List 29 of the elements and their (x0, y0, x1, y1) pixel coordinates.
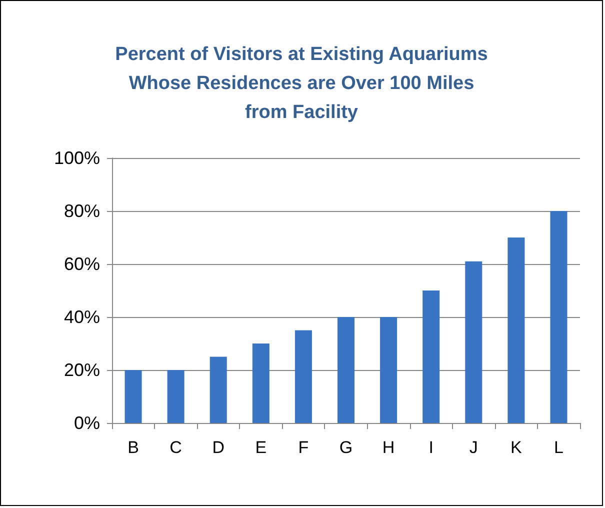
bar (124, 370, 142, 423)
y-tick-label: 80% (64, 201, 100, 221)
x-tick-label: H (382, 438, 395, 457)
bar (252, 344, 270, 423)
bar (550, 211, 568, 423)
x-tick-label: B (128, 438, 139, 457)
bar (337, 317, 355, 423)
x-tick-label: E (255, 438, 267, 457)
bar (167, 370, 184, 423)
bar (422, 290, 440, 423)
x-tick-label: C (170, 438, 182, 457)
chart-title: Percent of Visitors at Existing Aquariums Whose Residences are Over 100 Miles from Facility (115, 44, 488, 123)
x-tick-label: F (298, 438, 309, 457)
y-tick-label: 100% (54, 148, 100, 168)
x-tick-label: K (510, 438, 523, 457)
x-tick-label: D (212, 438, 225, 457)
y-tick-label: 60% (64, 254, 100, 274)
y-tick-label: 0% (74, 413, 100, 433)
bar (465, 261, 482, 423)
bar (380, 317, 398, 423)
x-tick-label: I (428, 438, 434, 457)
bar (294, 330, 312, 423)
x-tick-label: J (469, 438, 478, 457)
y-tick-label: 20% (64, 360, 100, 380)
bar (508, 238, 525, 423)
y-tick-label: 40% (64, 307, 100, 327)
bar (210, 356, 227, 423)
x-tick-label: G (339, 438, 353, 457)
x-tick-label: L (554, 438, 564, 457)
